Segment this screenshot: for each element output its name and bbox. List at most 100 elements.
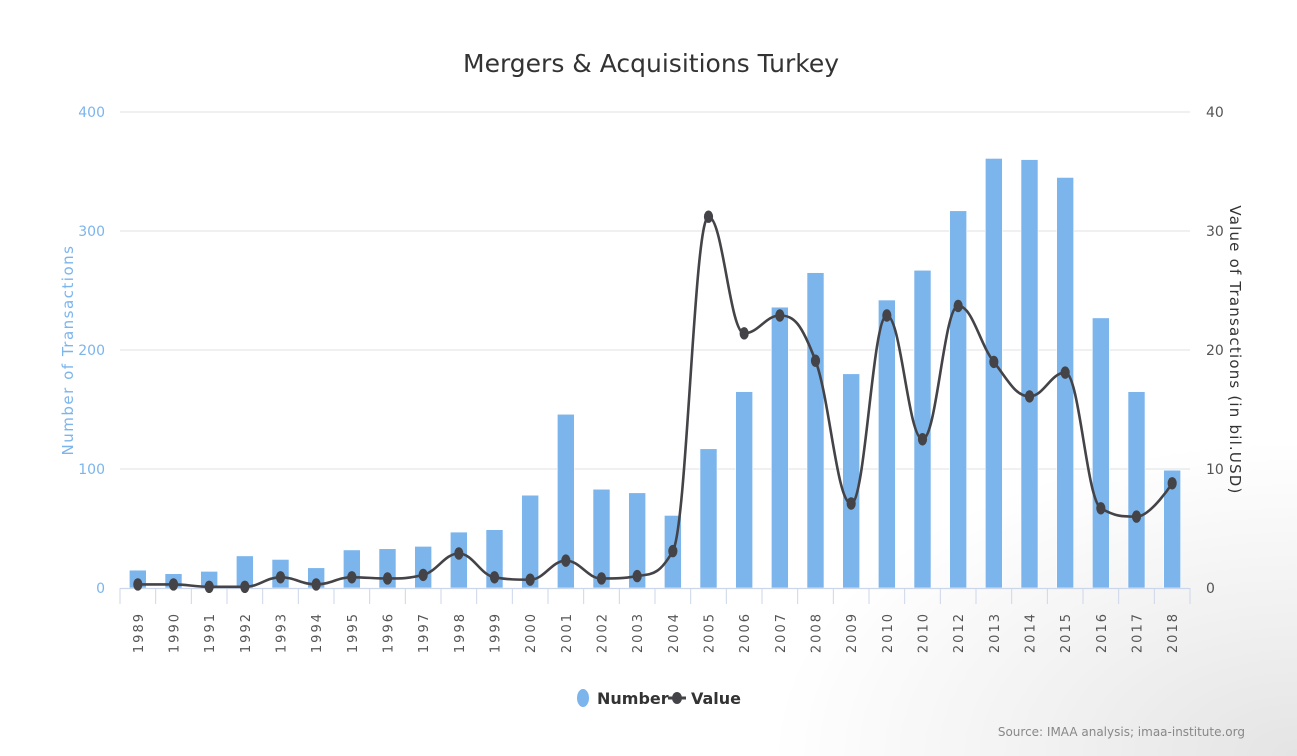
legend-number-marker xyxy=(577,689,589,707)
legend-number-label: Number xyxy=(597,689,669,708)
value-point-2003[interactable] xyxy=(632,569,642,583)
bar-2014[interactable] xyxy=(1020,159,1039,589)
bar-2005[interactable] xyxy=(699,448,718,589)
x-tick-label: 1994 xyxy=(310,612,325,653)
legend-item-value[interactable]: Value xyxy=(668,689,741,708)
bar-series-number xyxy=(129,158,1181,589)
chart-title: Mergers & Acquisitions Turkey xyxy=(463,49,839,78)
value-point-2005[interactable] xyxy=(703,210,714,223)
bar-2009[interactable] xyxy=(842,373,860,589)
x-tick-label: 2002 xyxy=(596,612,611,653)
value-line xyxy=(137,215,1174,589)
x-tick-label: 1992 xyxy=(239,612,254,653)
y-axis-right: 0 10 20 30 40 xyxy=(1206,105,1224,597)
value-point-2013[interactable] xyxy=(989,355,999,369)
value-point-2004[interactable] xyxy=(668,544,678,558)
value-point-1991[interactable] xyxy=(204,580,214,594)
x-tick-label: 2015 xyxy=(1059,612,1074,653)
y-tick-right: 40 xyxy=(1206,105,1224,121)
y-axis-left: 0 100 200 300 400 xyxy=(78,105,105,597)
legend-item-number[interactable]: Number xyxy=(577,689,669,708)
bar-2017[interactable] xyxy=(1127,391,1146,589)
x-tick-label: 2017 xyxy=(1131,612,1146,653)
bar-2007[interactable] xyxy=(771,306,789,589)
y-tick-right: 20 xyxy=(1206,343,1224,359)
x-tick-label: 2005 xyxy=(703,612,718,653)
x-tick-label: 2004 xyxy=(667,612,682,653)
bar-2008[interactable] xyxy=(806,272,825,589)
y-tick-right: 10 xyxy=(1206,462,1224,478)
bar-2016[interactable] xyxy=(1092,317,1110,589)
value-point-1989[interactable] xyxy=(133,578,143,591)
value-point-1995[interactable] xyxy=(347,571,357,584)
y-tick-left: 100 xyxy=(78,462,105,478)
value-point-1998[interactable] xyxy=(454,547,464,560)
x-tick-label: 1990 xyxy=(168,612,183,653)
x-tick-label: 1993 xyxy=(275,612,290,653)
x-tick-label: 2010 xyxy=(881,612,896,653)
y-tick-left: 0 xyxy=(96,581,105,597)
value-point-2010[interactable] xyxy=(882,309,892,322)
x-tick-label: 1991 xyxy=(203,612,218,653)
bar-1998[interactable] xyxy=(450,531,468,589)
value-point-1990[interactable] xyxy=(168,578,179,591)
source-credit: Source: IMAA analysis; imaa-institute.or… xyxy=(998,725,1245,739)
x-tick-label: 2000 xyxy=(524,612,539,653)
value-point-2002[interactable] xyxy=(596,572,607,585)
bar-2006[interactable] xyxy=(735,391,753,589)
value-point-2018[interactable] xyxy=(1167,477,1177,490)
value-point-2015[interactable] xyxy=(1060,366,1070,379)
y-tick-left: 200 xyxy=(78,343,105,359)
value-point-2007[interactable] xyxy=(775,309,785,322)
x-tick-label: 2012 xyxy=(952,612,967,653)
value-point-2000[interactable] xyxy=(525,573,535,586)
y-tick-right: 30 xyxy=(1206,224,1224,240)
x-tick-label: 2014 xyxy=(1024,612,1039,653)
x-tick-label: 2018 xyxy=(1166,612,1181,653)
value-point-2009[interactable] xyxy=(846,497,856,510)
x-tick-label: 2010 xyxy=(917,612,932,653)
value-point-2008[interactable] xyxy=(810,354,821,367)
x-tick-label: 2001 xyxy=(560,612,575,653)
x-tick-label: 2006 xyxy=(738,612,753,653)
y-axis-left-title: Number of Transactions xyxy=(59,245,77,456)
value-point-2001[interactable] xyxy=(561,554,571,567)
bar-2013[interactable] xyxy=(985,158,1003,589)
x-tick-label: 1997 xyxy=(417,612,432,653)
value-point-1992[interactable] xyxy=(240,580,250,594)
bar-2012[interactable] xyxy=(949,210,967,589)
value-point-2012[interactable] xyxy=(953,299,963,313)
legend-value-marker xyxy=(672,692,682,704)
value-point-2017[interactable] xyxy=(1131,510,1142,523)
line-series-value xyxy=(133,210,1177,594)
y-tick-left: 400 xyxy=(78,105,105,121)
x-tick-label: 2008 xyxy=(810,612,825,653)
value-point-2006[interactable] xyxy=(739,327,749,340)
legend: Number Value xyxy=(577,689,741,708)
x-tick-label: 1998 xyxy=(453,612,468,653)
value-point-1993[interactable] xyxy=(275,571,286,584)
x-tick-label: 1996 xyxy=(382,612,397,653)
bar-2010[interactable] xyxy=(878,299,896,589)
x-tick-label: 1995 xyxy=(346,612,361,653)
y-tick-left: 300 xyxy=(78,224,105,240)
x-tick-label: 2016 xyxy=(1095,612,1110,653)
bar-1997[interactable] xyxy=(414,546,432,589)
value-point-1999[interactable] xyxy=(489,571,500,584)
x-tick-label: 2003 xyxy=(631,612,646,653)
y-axis-right-title: Value of Transactions (in bil.USD) xyxy=(1226,205,1244,494)
value-point-1996[interactable] xyxy=(382,572,393,585)
value-point-1997[interactable] xyxy=(418,568,428,582)
y-tick-right: 0 xyxy=(1206,581,1215,597)
x-tick-label: 1999 xyxy=(489,612,504,653)
value-point-2010[interactable] xyxy=(917,433,928,446)
x-tick-label: 2009 xyxy=(845,612,860,653)
gridlines xyxy=(120,111,1190,470)
x-tick-label: 2007 xyxy=(774,612,789,653)
value-point-1994[interactable] xyxy=(311,578,321,591)
x-tick-label: 1989 xyxy=(132,612,147,653)
value-point-2016[interactable] xyxy=(1096,502,1106,515)
value-point-2014[interactable] xyxy=(1024,390,1035,403)
x-tick-label: 2013 xyxy=(988,612,1003,653)
